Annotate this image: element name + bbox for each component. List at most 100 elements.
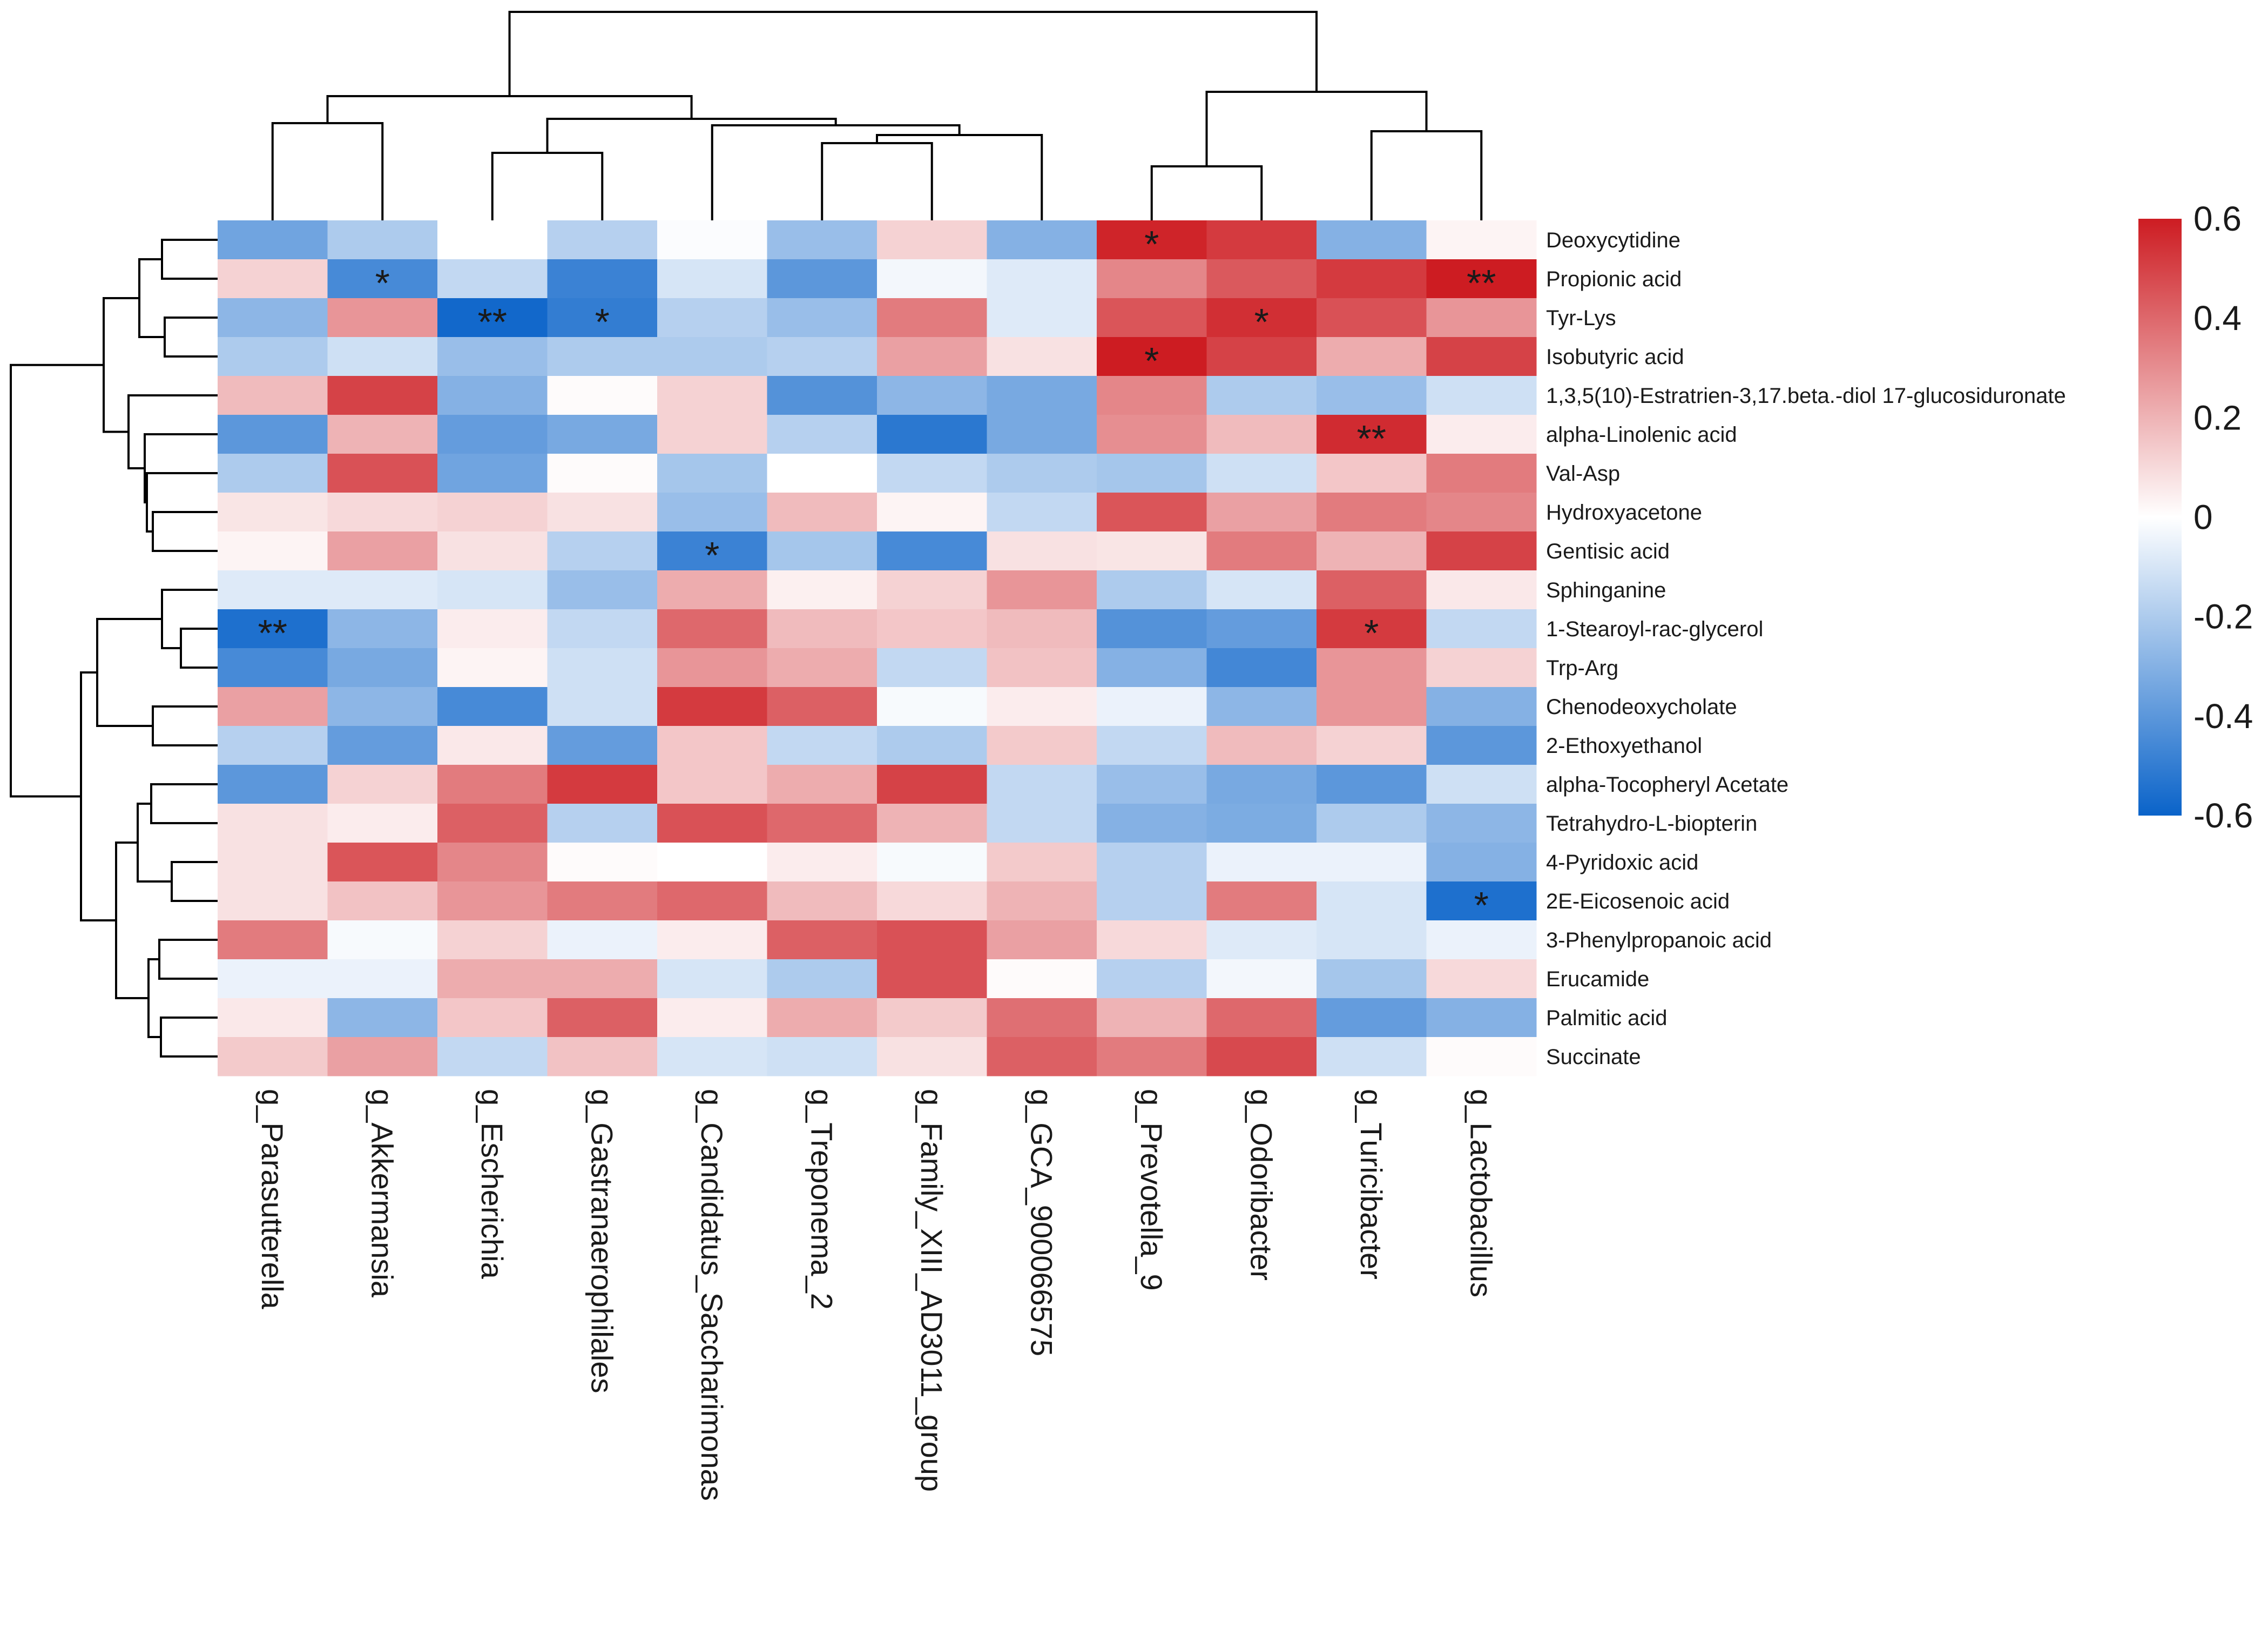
dendrogram-branch	[152, 511, 218, 552]
heatmap-cell	[877, 570, 987, 610]
dendrogram-branch	[1150, 165, 1263, 220]
heatmap-cell	[1317, 570, 1427, 610]
heatmap-cell	[547, 881, 658, 921]
heatmap-cell	[877, 493, 987, 532]
legend-tick-label: 0.2	[2193, 398, 2242, 437]
heatmap-cells	[218, 220, 1537, 1076]
heatmap-cell	[547, 687, 658, 726]
heatmap-cell	[327, 998, 438, 1038]
heatmap-cell	[547, 220, 658, 260]
heatmap-cell	[1426, 648, 1537, 688]
row-label: alpha-Tocopheryl Acetate	[1546, 773, 1788, 797]
heatmap-cell	[327, 531, 438, 571]
heatmap-cell	[657, 376, 767, 415]
column-label: g_Treponema_2	[805, 1089, 839, 1310]
legend-color-bar	[2138, 219, 2182, 816]
row-label: 2-Ethoxyethanol	[1546, 734, 1702, 758]
heatmap-cell	[657, 259, 767, 299]
heatmap-cell	[987, 648, 1097, 688]
heatmap-cell	[877, 881, 987, 921]
heatmap-cell	[1317, 337, 1427, 376]
legend-tick-label: -0.4	[2193, 697, 2253, 736]
heatmap-cell	[1426, 337, 1537, 376]
heatmap-cell	[767, 920, 878, 960]
heatmap-cell	[1097, 220, 1207, 260]
heatmap-cell	[547, 298, 658, 338]
dendrogram-branch	[508, 11, 1318, 96]
heatmap-cell	[437, 493, 548, 532]
heatmap-cell	[657, 531, 767, 571]
heatmap-cell	[327, 726, 438, 765]
heatmap-cell	[437, 726, 548, 765]
heatmap-cell	[547, 415, 658, 454]
dendrogram-branch	[1205, 91, 1428, 166]
heatmap-cell	[437, 648, 548, 688]
heatmap-cell	[657, 570, 767, 610]
column-label: g_Odoribacter	[1244, 1089, 1278, 1281]
significance-star: *	[1144, 223, 1159, 265]
heatmap-cell	[547, 454, 658, 493]
heatmap-cell	[218, 959, 328, 999]
heatmap-cell	[327, 493, 438, 532]
heatmap-cell	[657, 920, 767, 960]
heatmap-cell	[1317, 220, 1427, 260]
heatmap-cell	[657, 220, 767, 260]
heatmap-cell	[1317, 609, 1427, 649]
heatmap-cell	[437, 415, 548, 454]
heatmap-cell	[218, 804, 328, 843]
significance-star: *	[375, 262, 390, 304]
heatmap-cell	[877, 804, 987, 843]
heatmap-cell	[767, 298, 878, 338]
heatmap-cell	[1317, 804, 1427, 843]
heatmap-cell	[1097, 881, 1207, 921]
heatmap-cell	[1097, 920, 1207, 960]
heatmap-cell	[877, 726, 987, 765]
heatmap-cell	[1317, 1037, 1427, 1076]
heatmap-cell	[767, 220, 878, 260]
heatmap-cell	[1097, 454, 1207, 493]
heatmap-cell	[547, 570, 658, 610]
heatmap-cell	[1097, 376, 1207, 415]
heatmap-cell	[657, 337, 767, 376]
heatmap-cell	[1206, 881, 1317, 921]
heatmap-cell	[1206, 843, 1317, 882]
heatmap-cell	[1206, 1037, 1317, 1076]
row-label: Tyr-Lys	[1546, 306, 1616, 330]
column-label: g_Akkermansia	[365, 1089, 399, 1298]
heatmap-cell	[1097, 337, 1207, 376]
heatmap-cell	[547, 959, 658, 999]
heatmap-cell	[987, 493, 1097, 532]
column-label: g_Lactobacillus	[1464, 1089, 1498, 1297]
heatmap-cell	[1206, 531, 1317, 571]
heatmap-cell	[547, 259, 658, 299]
heatmap-cell	[437, 843, 548, 882]
heatmap-cell	[767, 1037, 878, 1076]
dendrogram-branch	[711, 124, 961, 220]
legend-tick-label: 0.6	[2193, 199, 2242, 238]
heatmap-cell	[1097, 843, 1207, 882]
heatmap-cell	[437, 881, 548, 921]
heatmap-cell	[1206, 648, 1317, 688]
heatmap-cell	[547, 998, 658, 1038]
heatmap-cell	[1426, 765, 1537, 804]
heatmap-cell	[987, 454, 1097, 493]
heatmap-cell	[877, 920, 987, 960]
heatmap-cell	[547, 843, 658, 882]
heatmap-cell	[218, 648, 328, 688]
heatmap-cell	[547, 531, 658, 571]
heatmap-cell	[987, 376, 1097, 415]
heatmap-cell	[1317, 259, 1427, 299]
heatmap-cell	[1426, 570, 1537, 610]
heatmap-cell	[1097, 531, 1207, 571]
heatmap-cell	[437, 376, 548, 415]
row-label: 1-Stearoyl-rac-glycerol	[1546, 617, 1763, 641]
dendrogram-branch	[161, 239, 218, 280]
heatmap-cell	[767, 493, 878, 532]
heatmap-cell	[1426, 220, 1537, 260]
heatmap-cell	[987, 259, 1097, 299]
dendrogram-branch	[180, 628, 218, 669]
heatmap-cell	[327, 220, 438, 260]
heatmap-cell	[218, 998, 328, 1038]
significance-star: *	[1254, 301, 1269, 343]
heatmap-cell	[1317, 687, 1427, 726]
